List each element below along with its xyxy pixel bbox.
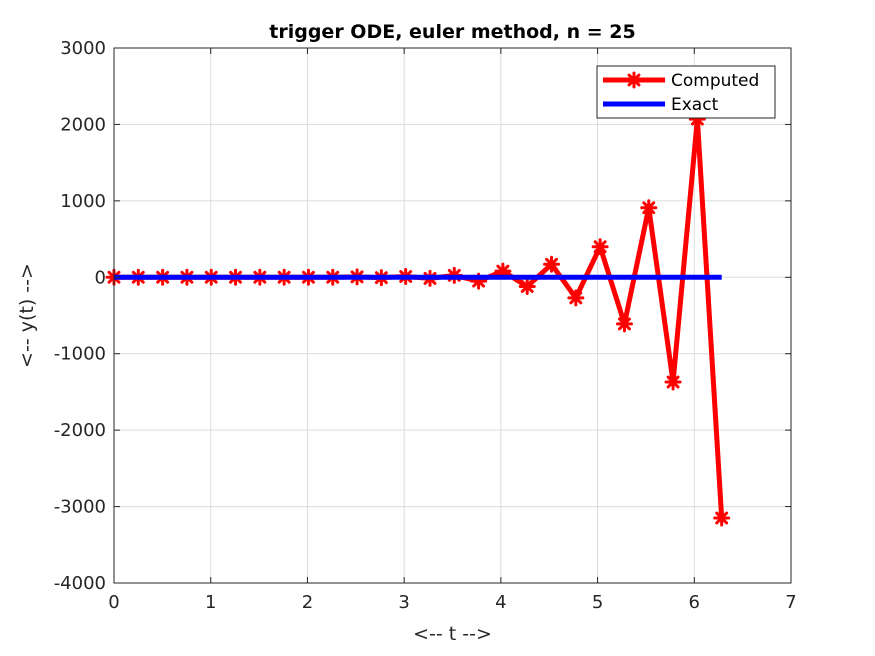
axes-box xyxy=(113,47,792,584)
data-point-computed xyxy=(591,238,609,256)
x-tick-label: 7 xyxy=(785,592,796,613)
legend: Computed Exact xyxy=(596,65,776,119)
y-tick-label: 0 xyxy=(95,267,106,288)
y-tick-label: -2000 xyxy=(54,420,106,441)
plot-area xyxy=(114,48,791,583)
x-tick-label: 5 xyxy=(592,592,603,613)
data-point-computed xyxy=(664,373,682,391)
ticks: 0 1 2 3 4 5 6 7 -4000 -3000 -2000 -1000 0 1000 2000 300… xyxy=(54,38,797,613)
y-tick-label: 1000 xyxy=(60,191,106,212)
y-tick-label: -1000 xyxy=(54,344,106,365)
y-tick-label: 3000 xyxy=(60,38,106,59)
legend-label-exact: Exact xyxy=(671,95,719,115)
data-point-computed xyxy=(615,315,633,333)
legend-box xyxy=(596,65,776,119)
legend-marker-computed xyxy=(625,71,643,89)
y-tick-label: -4000 xyxy=(54,573,106,594)
x-tick-label: 0 xyxy=(108,592,119,613)
y-tick-label: 2000 xyxy=(60,114,106,135)
x-tick-label: 1 xyxy=(205,592,216,613)
x-tick-label: 4 xyxy=(495,592,506,613)
data-point-computed xyxy=(640,199,658,217)
data-point-computed xyxy=(567,289,585,307)
legend-label-computed: Computed xyxy=(671,71,759,91)
y-tick-label: -3000 xyxy=(54,497,106,518)
x-axis-label: <-- t --> xyxy=(413,623,492,645)
y-axis-label: <-- y(t) --> xyxy=(16,263,38,368)
chart-title: trigger ODE, euler method, n = 25 xyxy=(269,21,635,43)
data-point-computed xyxy=(713,509,731,527)
x-tick-label: 3 xyxy=(398,592,409,613)
data-point-computed xyxy=(518,277,536,295)
data-point-computed xyxy=(543,255,561,273)
x-tick-label: 2 xyxy=(302,592,313,613)
x-tick-label: 6 xyxy=(689,592,700,613)
